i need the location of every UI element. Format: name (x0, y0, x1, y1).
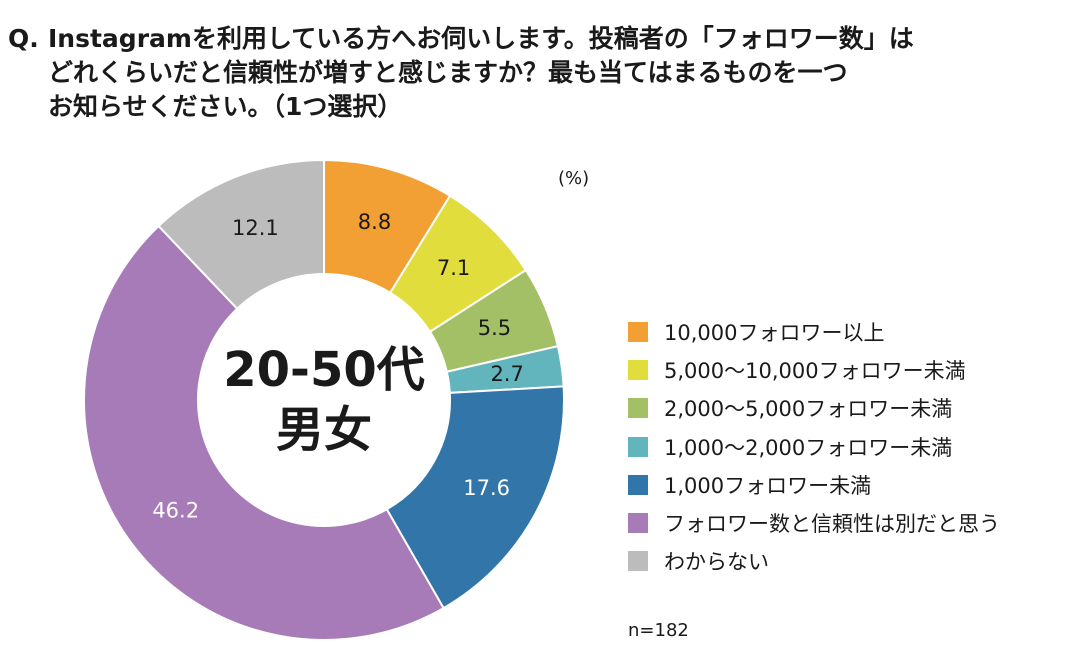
legend-swatch (628, 322, 648, 343)
slice-value-label: 46.2 (152, 499, 199, 523)
center-label: 男女 (276, 402, 372, 458)
legend-swatch (628, 398, 648, 419)
legend-swatch (628, 474, 648, 495)
legend-label: 1,000フォロワー未満 (664, 473, 872, 498)
donut-slice (157, 158, 325, 311)
legend-label: 1,000〜2,000フォロワー未満 (664, 435, 953, 460)
legend: 10,000フォロワー以上 5,000〜10,000フォロワー未満 2,000〜… (628, 313, 1068, 580)
slice-value-label: 8.8 (358, 210, 391, 234)
donut-slice (83, 224, 445, 641)
legend-item: 1,000〜2,000フォロワー未満 (628, 428, 1068, 466)
question-marker: Q. (8, 24, 39, 53)
legend-swatch (628, 513, 648, 534)
legend-swatch (628, 436, 648, 457)
legend-item: 2,000〜5,000フォロワー未満 (628, 389, 1068, 427)
legend-label: 10,000フォロワー以上 (664, 321, 885, 346)
slice-value-label: 12.1 (232, 216, 279, 240)
legend-swatch (628, 360, 648, 381)
question-line: お知らせください。（1つ選択） (48, 92, 403, 121)
question-line: Instagramを利用している方へお伺いします。投稿者の「フォロワー数」は (48, 24, 914, 53)
donut-slice (385, 385, 565, 610)
legend-item: 1,000フォロワー未満 (628, 466, 1068, 504)
slice-value-label: 5.5 (478, 316, 511, 340)
legend-item: わからない (628, 542, 1068, 580)
center-label: 20-50代 (223, 342, 425, 398)
legend-item: フォロワー数と信頼性は別だと思う (628, 504, 1068, 542)
legend-item: 10,000フォロワー以上 (628, 313, 1068, 351)
question-line: どれくらいだと信頼性が増すと感じますか？最も当てはまるものを一つ (48, 58, 848, 87)
legend-swatch (628, 551, 648, 572)
sample-size-note: n=182 (628, 620, 689, 641)
legend-label: 5,000〜10,000フォロワー未満 (664, 359, 966, 384)
slice-value-label: 7.1 (437, 256, 470, 280)
legend-label: 2,000〜5,000フォロワー未満 (664, 397, 953, 422)
legend-item: 5,000〜10,000フォロワー未満 (628, 351, 1068, 389)
slice-value-label: 2.7 (490, 362, 523, 386)
legend-label: フォロワー数と信頼性は別だと思う (664, 512, 1000, 537)
legend-label: わからない (664, 550, 769, 575)
slice-value-label: 17.6 (463, 476, 510, 500)
question-text: Q. Instagramを利用している方へお伺いします。投稿者の「フォロワー数」… (8, 22, 1058, 124)
unit-label: (%) (558, 168, 590, 189)
